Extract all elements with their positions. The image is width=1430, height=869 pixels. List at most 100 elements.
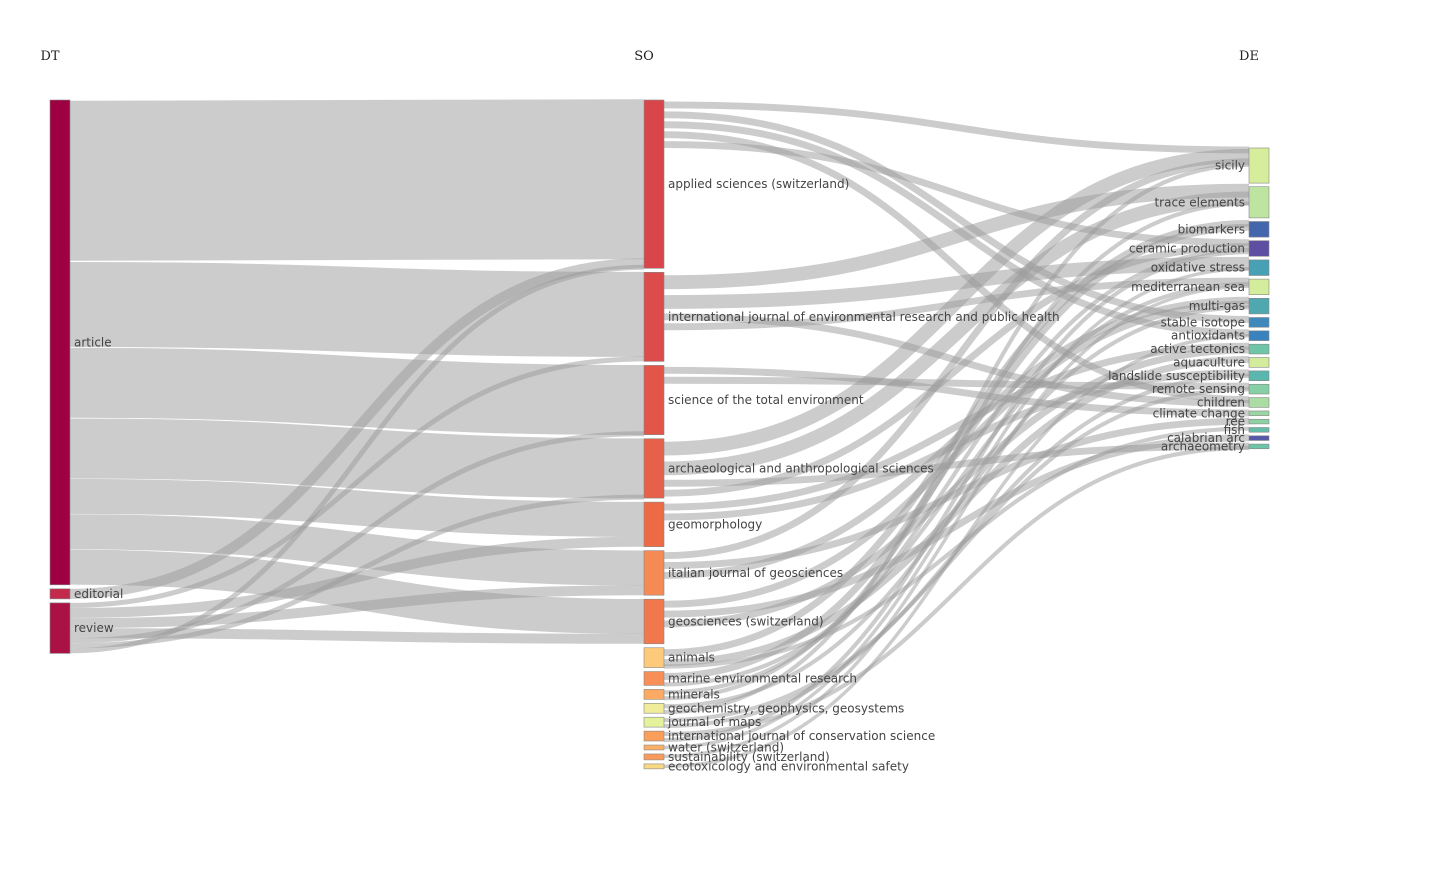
node-label-aquaculture: aquaculture bbox=[1173, 355, 1245, 369]
flow-link-g3-sicily bbox=[663, 162, 1250, 715]
column-title-layer: DT SO DE bbox=[40, 49, 1259, 64]
node-calabrian[interactable] bbox=[1248, 435, 1270, 441]
node-label-editorial: editorial bbox=[74, 587, 123, 601]
node-label-fish: fish bbox=[1224, 423, 1245, 437]
node-ijcs[interactable] bbox=[643, 730, 665, 742]
node-landslide[interactable] bbox=[1248, 370, 1270, 381]
node-children[interactable] bbox=[1248, 397, 1270, 408]
node-trace[interactable] bbox=[1248, 186, 1270, 219]
node-label-stoten: science of the total environment bbox=[668, 393, 864, 407]
node-label-archaeo: archaeological and anthropological scien… bbox=[668, 461, 934, 475]
node-label-remote: remote sensing bbox=[1152, 382, 1245, 396]
flow-link-stoten-climate bbox=[663, 366, 1250, 417]
node-antiox[interactable] bbox=[1248, 330, 1270, 341]
node-label-review: review bbox=[74, 621, 114, 635]
node-label-geosci: geosciences (switzerland) bbox=[668, 614, 824, 628]
node-label-trace: trace elements bbox=[1154, 195, 1245, 209]
node-stoten[interactable] bbox=[643, 365, 665, 435]
node-stable[interactable] bbox=[1248, 317, 1270, 328]
node-water[interactable] bbox=[643, 744, 665, 751]
node-label-marine: marine environmental research bbox=[668, 671, 857, 685]
node-layer bbox=[49, 99, 1270, 770]
node-article[interactable] bbox=[49, 99, 71, 586]
node-ecotox[interactable] bbox=[643, 763, 665, 770]
node-marine[interactable] bbox=[643, 671, 665, 686]
node-itgeo[interactable] bbox=[643, 550, 665, 596]
node-remote[interactable] bbox=[1248, 383, 1270, 395]
node-biomarkers[interactable] bbox=[1248, 221, 1270, 238]
flow-link-ijcs-archaeometry bbox=[663, 445, 1250, 737]
flow-link-archaeo-sicily bbox=[663, 148, 1250, 456]
node-label-multigas: multi-gas bbox=[1189, 299, 1245, 313]
node-medsea[interactable] bbox=[1248, 278, 1270, 296]
node-label-ecotox: ecotoxicology and environmental safety bbox=[668, 759, 909, 773]
flow-link-geosci-calabrian bbox=[663, 434, 1250, 618]
flow-link-sust-medsea bbox=[663, 284, 1250, 759]
node-label-itgeo: italian journal of geosciences bbox=[668, 566, 843, 580]
node-ijerph[interactable] bbox=[643, 271, 665, 362]
node-oxidative[interactable] bbox=[1248, 259, 1270, 276]
node-label-tectonics: active tectonics bbox=[1150, 342, 1245, 356]
node-label-medsea: mediterranean sea bbox=[1131, 280, 1245, 294]
node-label-sicily: sicily bbox=[1215, 159, 1245, 173]
node-editorial[interactable] bbox=[49, 588, 71, 600]
node-label-ceramic: ceramic production bbox=[1129, 242, 1245, 256]
node-multigas[interactable] bbox=[1248, 297, 1270, 315]
node-archaeometry[interactable] bbox=[1248, 443, 1270, 450]
flow-link-water-oxidative bbox=[663, 266, 1250, 750]
node-label-archaeometry: archaeometry bbox=[1161, 439, 1245, 453]
node-label-article: article bbox=[74, 335, 112, 349]
node-label-applied: applied sciences (switzerland) bbox=[668, 177, 849, 191]
flow-link-marine-medsea bbox=[663, 282, 1250, 687]
flow-link-article-geomorph bbox=[69, 478, 645, 537]
node-label-minerals: minerals bbox=[668, 687, 720, 701]
node-animals[interactable] bbox=[643, 647, 665, 668]
node-review[interactable] bbox=[49, 602, 71, 654]
node-label-maps: journal of maps bbox=[667, 715, 761, 729]
node-label-ree: ree bbox=[1226, 415, 1245, 429]
node-archaeo[interactable] bbox=[643, 438, 665, 499]
flow-link-article-itgeo bbox=[69, 514, 645, 586]
node-label-climate: climate change bbox=[1153, 406, 1245, 420]
flow-link-review-geosci bbox=[69, 628, 645, 644]
node-label-biomarkers: biomarkers bbox=[1178, 222, 1245, 236]
node-label-children: children bbox=[1197, 395, 1245, 409]
node-climate[interactable] bbox=[1248, 410, 1270, 416]
flow-link-archaeo-trace bbox=[663, 191, 1250, 476]
node-fish[interactable] bbox=[1248, 427, 1270, 433]
flow-link-article-ijerph bbox=[69, 262, 645, 357]
flow-link-article-geosci bbox=[69, 549, 645, 635]
node-label-antiox: antioxidants bbox=[1171, 329, 1245, 343]
node-minerals[interactable] bbox=[643, 689, 665, 700]
node-label-g3: geochemistry, geophysics, geosystems bbox=[668, 701, 904, 715]
node-maps[interactable] bbox=[643, 716, 665, 728]
node-aquaculture[interactable] bbox=[1248, 357, 1270, 368]
node-label-geomorph: geomorphology bbox=[668, 517, 762, 531]
column-title-so: SO bbox=[634, 49, 654, 64]
flow-link-ijerph-oxidative bbox=[663, 256, 1250, 309]
flow-link-article-applied bbox=[69, 99, 645, 261]
node-geosci[interactable] bbox=[643, 598, 665, 645]
node-applied[interactable] bbox=[643, 99, 665, 269]
node-label-animals: animals bbox=[668, 651, 715, 665]
flow-link-minerals-trace bbox=[663, 201, 1250, 701]
node-g3[interactable] bbox=[643, 703, 665, 714]
node-ceramic[interactable] bbox=[1248, 240, 1270, 257]
column-title-de: DE bbox=[1239, 49, 1259, 64]
node-geomorph[interactable] bbox=[643, 501, 665, 547]
flow-link-ecotox-antiox bbox=[663, 334, 1250, 769]
node-label-ijerph: international journal of environmental r… bbox=[668, 310, 1060, 324]
flow-link-maps-remote bbox=[663, 387, 1250, 723]
node-label-ijcs: international journal of conservation sc… bbox=[668, 729, 935, 743]
node-sust[interactable] bbox=[643, 753, 665, 761]
flow-link-ijcs-ceramic bbox=[663, 249, 1250, 743]
flow-link-applied-sicily bbox=[663, 101, 1250, 154]
node-label-oxidative: oxidative stress bbox=[1151, 261, 1245, 275]
node-label-stable: stable isotope bbox=[1161, 315, 1245, 329]
flow-link-review-applied bbox=[69, 264, 645, 654]
node-ree[interactable] bbox=[1248, 418, 1270, 425]
node-tectonics[interactable] bbox=[1248, 343, 1270, 355]
node-label-water: water (switzerland) bbox=[668, 740, 784, 754]
node-sicily[interactable] bbox=[1248, 147, 1270, 184]
